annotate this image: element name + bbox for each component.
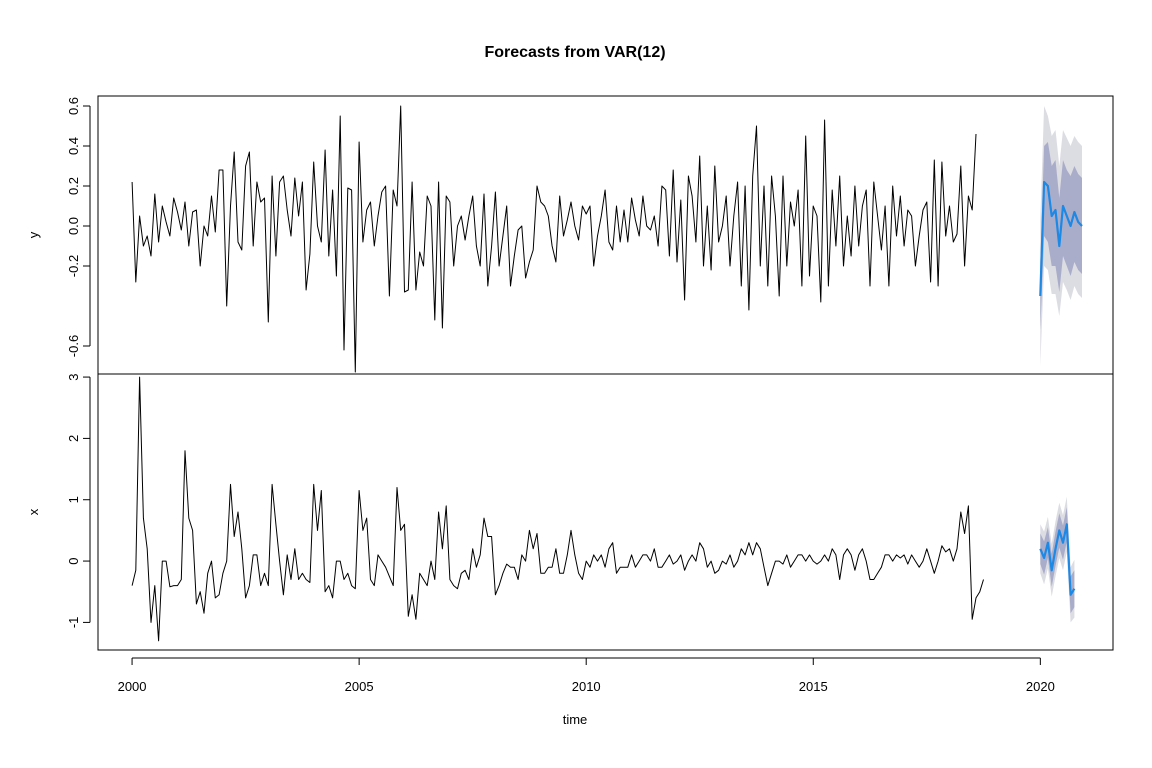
y-tick-label-x: 1 [66,496,81,503]
history-line-y [131,105,977,373]
x-axis: 2000 2005 2010 2015 2020 [118,657,1055,694]
y-tick-label-y: 0.2 [66,177,81,195]
panel-y: -0.6 -0.2 0.0 0.2 0.4 0.6 y [26,95,1114,375]
x-tick-label: 2010 [572,679,601,694]
y-tick-label-y: -0.2 [66,255,81,277]
x-tick-label: 2000 [118,679,147,694]
y-tick-label-x: -1 [66,617,81,629]
history-line-x [131,376,984,642]
forecast-line-y [1039,180,1083,297]
y-tick-label-x: 3 [66,373,81,380]
panel-x: -1 0 1 2 3 x [26,373,1114,651]
y-tick-label-x: 2 [66,435,81,442]
y-tick-label-y: -0.6 [66,335,81,357]
y-tick-label-y: 0.4 [66,137,81,155]
chart-title: Forecasts from VAR(12) [484,44,665,61]
y-axis-label-y: y [26,231,41,238]
x-tick-label: 2020 [1026,679,1055,694]
x-axis-label: time [563,712,588,727]
x-tick-label: 2005 [345,679,374,694]
y-tick-label-y: 0.6 [66,97,81,115]
panel-frame-x [97,373,1114,651]
x-tick-label: 2015 [799,679,828,694]
panel-frame-y [97,95,1114,375]
y-axis-label-x: x [26,508,41,515]
y-tick-label-x: 0 [66,557,81,564]
forecast-line-x [1039,523,1076,596]
y-tick-label-y: 0.0 [66,217,81,235]
